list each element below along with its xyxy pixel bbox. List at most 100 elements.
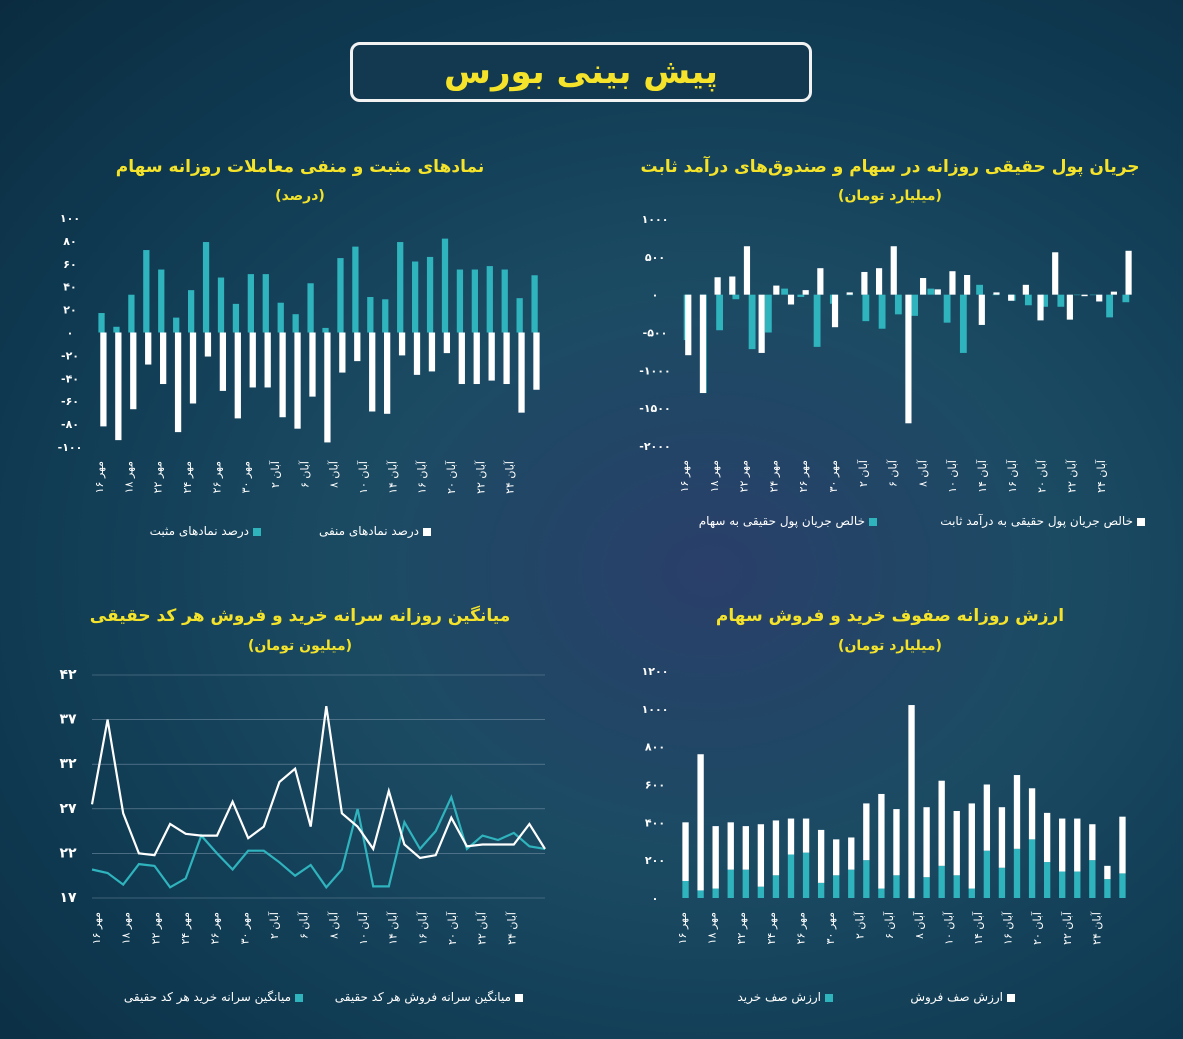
queues-bar-white xyxy=(848,837,855,870)
x-tick-label: ۳۰ مهر xyxy=(827,460,840,492)
banner-title: پیش بینی بورس xyxy=(444,52,718,92)
queues-bar-teal xyxy=(968,888,975,898)
symbols-chart-unit: (درصد) xyxy=(275,188,325,204)
x-tick-label: ۲۰ آبان xyxy=(444,460,458,494)
flow-bar-teal xyxy=(732,294,740,300)
flow-bar-white xyxy=(1052,252,1059,295)
queues-bar-white xyxy=(893,809,900,876)
symbols-bar-white xyxy=(234,332,241,419)
queues-bar-teal xyxy=(983,850,991,898)
x-tick-label: ۲۶ مهر xyxy=(209,912,222,944)
queues-bar-white xyxy=(1104,865,1111,880)
symbols-bar-white xyxy=(369,332,376,412)
flow-bar-teal xyxy=(894,294,902,315)
flow-bar-teal xyxy=(927,288,935,295)
x-tick-label: ۲۶ مهر xyxy=(210,461,223,493)
symbols-bar-white xyxy=(533,332,540,390)
y-tick-label: ۰ xyxy=(67,327,74,340)
x-tick-label: ۲۴ مهر xyxy=(767,460,780,492)
x-tick-label: ۲۴ آبان xyxy=(1094,459,1108,493)
queues-bar-white xyxy=(998,807,1006,868)
x-tick-label: ۱۴ آبان xyxy=(385,460,399,494)
y-tick-label: ۸۰ xyxy=(63,235,76,248)
x-tick-label: ۲۴ مهر xyxy=(765,912,778,944)
queues-bar-teal xyxy=(1013,848,1021,898)
queues-bar-teal xyxy=(697,890,704,898)
y-tick-label: -۲۰۰۰ xyxy=(639,440,670,453)
x-tick-label: ۲۲ آبان xyxy=(1064,459,1078,493)
queues-bar-teal xyxy=(1104,879,1111,898)
y-tick-label: -۱۵۰۰ xyxy=(639,402,670,415)
x-tick-label: ۲ آبان xyxy=(853,911,867,939)
symbols-bar-teal xyxy=(247,274,254,333)
queues-bar-white xyxy=(712,826,719,889)
symbols-bar-white xyxy=(279,332,286,418)
queues-bar-teal xyxy=(1043,862,1051,898)
x-tick-label: ۲۲ آبان xyxy=(475,911,489,945)
flow-bar-white xyxy=(758,294,765,353)
flow-chart-title: جریان پول حقیقی روزانه در سهام و صندوق‌ه… xyxy=(640,157,1140,177)
x-tick-label: ۶ آبان xyxy=(297,911,311,939)
symbols-bar-white xyxy=(249,332,256,388)
x-tick-label: ۳۰ مهر xyxy=(238,912,251,944)
y-tick-label: ۰ xyxy=(652,892,659,905)
symbols-bar-white xyxy=(189,332,197,404)
flow-bar-teal xyxy=(781,288,789,295)
x-tick-label: ۲۰ آبان xyxy=(445,911,459,945)
queues-bar-white xyxy=(863,803,870,861)
x-tick-label: ۱۶ مهر xyxy=(90,912,103,944)
flow-bar-white xyxy=(861,271,868,295)
queues-bar-teal xyxy=(893,875,900,898)
symbols-bar-teal xyxy=(232,303,240,333)
y-tick-label: ۱۰۰۰ xyxy=(642,213,669,226)
x-tick-label: ۲۴ آبان xyxy=(504,911,518,945)
flow-bar-teal xyxy=(878,294,886,329)
y-tick-label: ۱۰۰۰ xyxy=(642,703,669,716)
queues-bar-teal xyxy=(923,877,930,898)
y-tick-label: -۸۰ xyxy=(61,418,79,431)
queues-bar-teal xyxy=(1119,873,1126,898)
symbols-bar-white xyxy=(324,332,331,443)
symbols-bar-teal xyxy=(486,266,493,333)
symbols-bar-white xyxy=(130,332,137,410)
legend-swatch xyxy=(1137,517,1145,526)
queues-bar-teal xyxy=(757,886,765,898)
legend-swatch xyxy=(825,993,833,1002)
x-tick-label: ۸ آبان xyxy=(915,459,929,487)
queues-bar-white xyxy=(1028,788,1036,840)
queues-bar-teal xyxy=(908,898,915,899)
x-tick-label: ۲۲ آبان xyxy=(473,460,487,494)
queues-bar-white xyxy=(968,803,975,889)
x-tick-label: ۱۴ آبان xyxy=(971,911,985,945)
y-tick-label: ۴۰۰ xyxy=(645,816,665,829)
flow-bar-white xyxy=(1022,284,1029,295)
x-tick-label: ۱۸ مهر xyxy=(122,461,135,493)
x-tick-label: ۱۶ آبان xyxy=(1001,911,1015,945)
x-tick-label: ۲۴ مهر xyxy=(179,912,192,944)
queues-legend-teal: ارزش صف خرید xyxy=(738,990,833,1004)
flow-bar-white xyxy=(993,292,1000,295)
queues-bar-white xyxy=(802,818,810,853)
flow-bar-teal xyxy=(813,294,821,347)
symbols-bar-teal xyxy=(202,242,210,333)
x-tick-label: ۲ آبان xyxy=(268,460,282,488)
flow-bar-white xyxy=(905,294,912,424)
x-tick-label: ۲۲ مهر xyxy=(152,461,165,493)
x-tick-label: ۲۲ مهر xyxy=(149,912,162,944)
symbols-bar-teal xyxy=(456,269,464,333)
percap-legend-teal: میانگین سرانه خرید هر کد حقیقی xyxy=(124,990,303,1004)
symbols-legend-teal: درصد نمادهای مثبت xyxy=(150,524,261,538)
flow-bar-white xyxy=(773,285,780,295)
flow-bar-white xyxy=(714,277,721,295)
y-tick-label: ۲۰۰ xyxy=(645,854,665,867)
symbols-bar-teal xyxy=(397,242,404,333)
flow-bar-white xyxy=(964,274,971,295)
x-tick-label: ۱۸ مهر xyxy=(706,912,719,944)
symbols-bar-white xyxy=(443,332,451,354)
queues-bar-teal xyxy=(1059,871,1066,898)
y-tick-label: -۵۰۰ xyxy=(643,327,668,340)
symbols-bar-white xyxy=(428,332,436,372)
x-tick-label: ۸ آبان xyxy=(327,460,341,488)
symbols-bar-teal xyxy=(501,269,508,333)
